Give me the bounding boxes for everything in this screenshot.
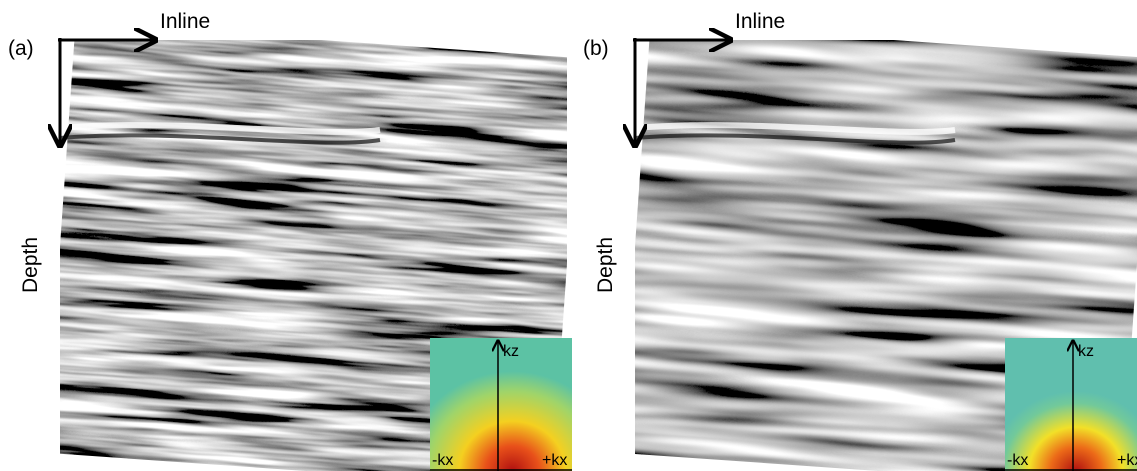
minus-kx-label: -kx xyxy=(432,452,453,469)
kz-label: kz xyxy=(503,343,519,360)
panel-label: (a) xyxy=(8,37,34,60)
spectrum xyxy=(430,338,572,471)
minus-kx-label: -kx xyxy=(1007,452,1028,469)
panel: (a) Inline Depth kz -kx +kx xyxy=(8,10,572,471)
dark-horizon xyxy=(635,133,956,145)
kz-label: kz xyxy=(1078,343,1094,360)
bright-horizon xyxy=(635,122,956,135)
panel: (b) Inline Depth kz -kx +kx xyxy=(583,10,1137,471)
bright-horizon xyxy=(60,122,381,135)
y-axis-label: Depth xyxy=(594,237,617,293)
y-axis-label: Depth xyxy=(19,237,42,293)
plus-kx-label: +kx xyxy=(1117,452,1137,469)
spectrum xyxy=(1005,338,1137,471)
plus-kx-label: +kx xyxy=(542,452,567,469)
x-axis-label: Inline xyxy=(160,10,210,33)
panel-label: (b) xyxy=(583,37,609,60)
x-axis-label: Inline xyxy=(735,10,785,33)
dark-horizon xyxy=(60,133,381,145)
